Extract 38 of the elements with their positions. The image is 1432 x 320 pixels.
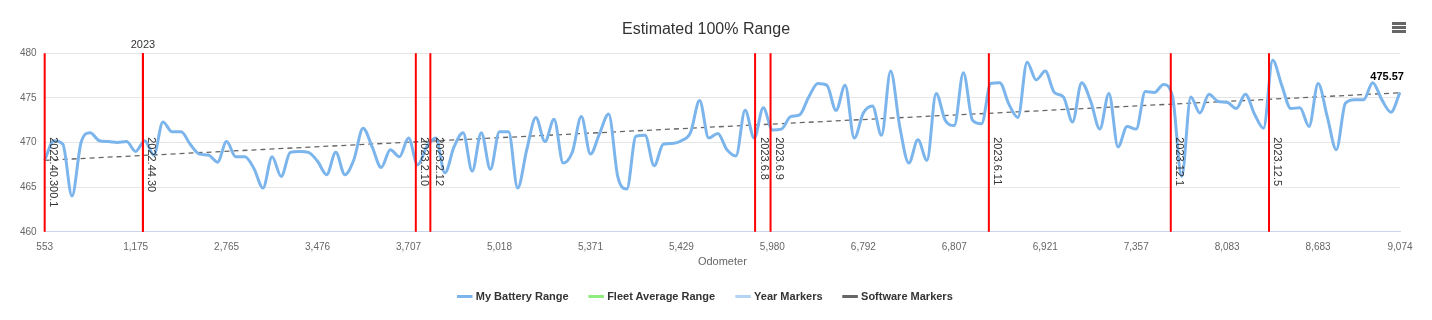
annotation: 2023.6.8 xyxy=(758,137,771,180)
y-tick-label: 460 xyxy=(20,225,38,237)
y-tick-label: 470 xyxy=(20,136,38,148)
x-tick-label: 6,807 xyxy=(941,240,968,252)
annotation: 2022.40.300.1 xyxy=(48,137,61,208)
annotation: 2023.2.10 xyxy=(419,137,432,187)
x-tick-label: 2,765 xyxy=(214,240,240,252)
y-tick-label: 475 xyxy=(20,91,38,103)
x-tick-label: 7,357 xyxy=(1123,240,1150,252)
legend-label: Year Markers xyxy=(754,289,823,302)
x-tick-label: 6,792 xyxy=(850,240,877,252)
annotation: 2023.12.1 xyxy=(1174,137,1187,187)
x-tick-label: 8,083 xyxy=(1214,240,1241,252)
x-tick-label: 9,074 xyxy=(1387,240,1413,252)
x-tick-label: 3,476 xyxy=(305,240,331,252)
x-tick-label: 3,707 xyxy=(396,240,422,252)
annotation: 2023.12.5 xyxy=(1272,137,1285,187)
legend-label: My Battery Range xyxy=(475,289,569,302)
annotation: 2022.44.30 xyxy=(146,137,159,193)
data-label: 475.57 xyxy=(1370,70,1404,83)
legend-label: Software Markers xyxy=(861,289,953,302)
chart-title: Estimated 100% Range xyxy=(621,20,791,38)
x-tick-label: 5,429 xyxy=(668,240,695,252)
x-tick-label: 5,980 xyxy=(759,240,786,252)
y-tick-label: 480 xyxy=(20,46,38,58)
y-tick-label: 465 xyxy=(20,180,38,192)
x-tick-label: 5,018 xyxy=(486,240,513,252)
x-axis-title: Odometer xyxy=(697,255,748,268)
x-tick-label: 5,371 xyxy=(577,240,604,252)
x-tick-label: 1,175 xyxy=(123,240,149,252)
x-tick-label: 553 xyxy=(36,240,54,252)
x-tick-label: 6,921 xyxy=(1032,240,1059,252)
x-tick-label: 8,683 xyxy=(1305,240,1332,252)
text: 2023 xyxy=(130,37,156,50)
annotation: 2023.2.12 xyxy=(433,137,446,187)
annotation: 2023.6.9 xyxy=(774,137,787,180)
legend-label: Fleet Average Range xyxy=(607,289,716,302)
annotation: 2023.6.11 xyxy=(992,137,1005,186)
